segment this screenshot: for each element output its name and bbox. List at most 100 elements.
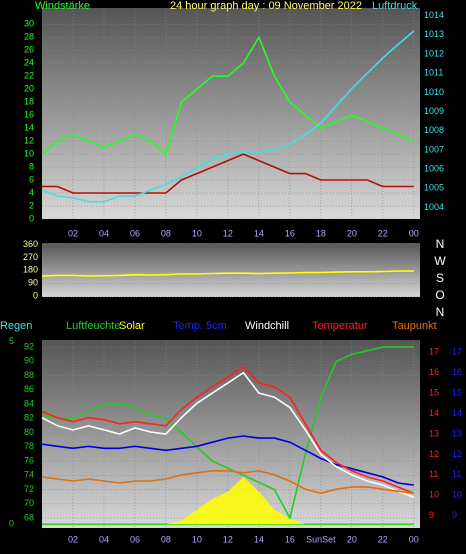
y-tick-label: 30 bbox=[24, 19, 34, 29]
x-tick-label: 20 bbox=[347, 534, 357, 544]
y-tick-label: 84 bbox=[24, 398, 34, 408]
y-tick-label: 10 bbox=[24, 148, 34, 158]
x-tick-label: 14 bbox=[254, 228, 264, 238]
line bbox=[41, 435, 414, 486]
y-tick-label: 15 bbox=[452, 388, 462, 398]
y-tick-label: 82 bbox=[24, 413, 34, 423]
y-tick-label: 20 bbox=[24, 84, 34, 94]
y-tick-label: 1014 bbox=[424, 10, 444, 20]
y-tick-label: 0 bbox=[9, 519, 14, 529]
y-tick-label: 86 bbox=[24, 384, 34, 394]
y-tick-label: 1004 bbox=[424, 202, 444, 212]
y-tick-label: 1013 bbox=[424, 29, 444, 39]
legend-label: Luftfeuchte bbox=[66, 320, 120, 332]
y-tick-label: 68 bbox=[24, 512, 34, 522]
line bbox=[41, 35, 415, 156]
x-tick-label: 14 bbox=[254, 534, 264, 544]
plot-area bbox=[42, 243, 420, 297]
x-tick-label: 00 bbox=[409, 534, 419, 544]
y-tick-label: 14 bbox=[24, 122, 34, 132]
y-tick-label: 1009 bbox=[424, 106, 444, 116]
x-tick-label: 12 bbox=[223, 534, 233, 544]
y-tick-label: 16 bbox=[452, 367, 462, 377]
y-tick-label: O bbox=[435, 288, 444, 302]
x-tick-label: 02 bbox=[68, 228, 78, 238]
y-tick-label: 8 bbox=[29, 161, 34, 171]
y-tick-label: 1005 bbox=[424, 183, 444, 193]
y-tick-label: 17 bbox=[429, 347, 439, 357]
y-tick-label: 12 bbox=[452, 449, 462, 459]
y-tick-label: 4 bbox=[29, 187, 34, 197]
y-tick-label: 18 bbox=[24, 97, 34, 107]
x-tick-label: 22 bbox=[378, 228, 388, 238]
y-tick-label: 2 bbox=[29, 200, 34, 210]
x-tick-label: 08 bbox=[161, 228, 171, 238]
line bbox=[41, 30, 415, 203]
y-tick-label: 13 bbox=[452, 428, 462, 438]
y-tick-label: 90 bbox=[24, 356, 34, 366]
legend-label: Luftdruck bbox=[372, 0, 418, 12]
y-tick-label: 92 bbox=[24, 341, 34, 351]
y-tick-label: 70 bbox=[24, 498, 34, 508]
x-tick-label: 00 bbox=[409, 228, 419, 238]
line bbox=[41, 365, 415, 495]
x-tick-label: 04 bbox=[99, 534, 109, 544]
y-tick-label: 10 bbox=[429, 490, 439, 500]
y-tick-label: 90 bbox=[28, 278, 38, 288]
y-tick-label: 1007 bbox=[424, 144, 444, 154]
line bbox=[41, 346, 414, 521]
line bbox=[41, 270, 414, 277]
x-tick-label: 18 bbox=[316, 228, 326, 238]
legend-label: Regen bbox=[0, 320, 32, 332]
y-tick-label: 72 bbox=[24, 484, 34, 494]
y-tick-label: 14 bbox=[429, 408, 439, 418]
y-tick-label: 74 bbox=[24, 470, 34, 480]
y-tick-label: 26 bbox=[24, 45, 34, 55]
x-tick-label: 10 bbox=[192, 228, 202, 238]
y-tick-label: 88 bbox=[24, 370, 34, 380]
y-tick-label: 14 bbox=[452, 408, 462, 418]
x-tick-label: 06 bbox=[130, 534, 140, 544]
line bbox=[42, 153, 414, 194]
legend-label: Temp. 5cm bbox=[173, 320, 227, 332]
x-tick-label: 16 bbox=[285, 534, 295, 544]
line bbox=[41, 469, 414, 495]
y-tick-label: 28 bbox=[24, 32, 34, 42]
y-tick-label: 11 bbox=[429, 469, 438, 479]
plot-area bbox=[42, 8, 420, 219]
x-tick-label: 10 bbox=[192, 534, 202, 544]
y-tick-label: N bbox=[436, 305, 445, 319]
y-tick-label: 180 bbox=[23, 265, 38, 275]
y-tick-label: N bbox=[436, 237, 445, 251]
y-tick-label: 80 bbox=[24, 427, 34, 437]
y-tick-label: 76 bbox=[24, 455, 34, 465]
x-tick-label: 04 bbox=[99, 228, 109, 238]
x-tick-label: 22 bbox=[378, 534, 388, 544]
y-tick-label: 24 bbox=[24, 58, 34, 68]
y-tick-label: 0 bbox=[33, 291, 38, 301]
y-tick-label: 9 bbox=[452, 510, 457, 520]
y-tick-label: 11 bbox=[452, 469, 461, 479]
y-tick-label: 1006 bbox=[424, 164, 444, 174]
x-tick-label: 12 bbox=[223, 228, 233, 238]
y-tick-label: S bbox=[436, 271, 444, 285]
y-tick-label: 9 bbox=[429, 510, 434, 520]
legend-label: Temperatur bbox=[312, 320, 368, 332]
y-tick-label: 12 bbox=[429, 449, 439, 459]
y-tick-label: 22 bbox=[24, 71, 34, 81]
chart-title: 24 hour graph day : 09 November 2022 bbox=[170, 0, 362, 12]
y-tick-label: 1011 bbox=[424, 68, 443, 78]
y-tick-label: 16 bbox=[429, 367, 439, 377]
y-tick-label: 0 bbox=[29, 213, 34, 223]
y-tick-label: 17 bbox=[452, 347, 462, 357]
y-tick-label: 6 bbox=[29, 174, 34, 184]
y-tick-label: 16 bbox=[24, 109, 34, 119]
x-tick-label: 20 bbox=[347, 228, 357, 238]
legend-label: Windchill bbox=[245, 320, 289, 332]
y-tick-label: 78 bbox=[24, 441, 34, 451]
y-tick-label: 360 bbox=[23, 239, 38, 249]
x-tick-label: 06 bbox=[130, 228, 140, 238]
legend-label: Windstärke bbox=[35, 0, 90, 12]
legend-label: Taupunkt bbox=[392, 320, 437, 332]
